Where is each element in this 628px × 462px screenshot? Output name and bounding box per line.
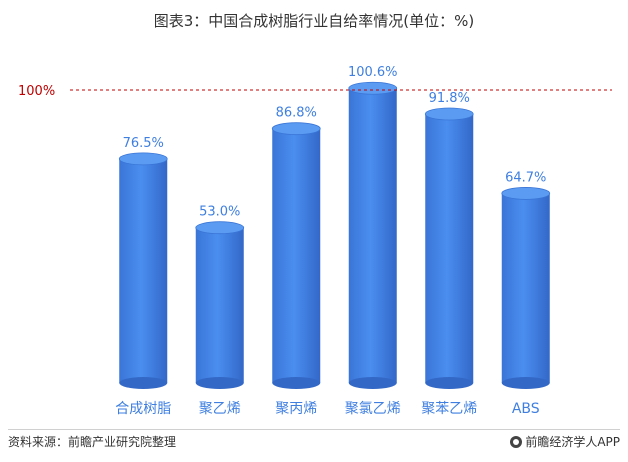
bar-1	[118, 152, 168, 389]
bar-top-cap	[271, 122, 321, 136]
category-label: 聚苯乙烯	[421, 400, 477, 417]
bar-bottom-cap	[119, 377, 168, 389]
bar-5	[424, 107, 474, 389]
value-label: 91.8%	[429, 91, 470, 106]
bar-body	[195, 227, 244, 383]
bar-3	[271, 122, 321, 389]
labels-layer: 76.5% 合成树脂 53.0% 聚乙烯 86.8% 聚丙烯 100.6% 聚氯乙烯 91.8%…	[115, 65, 546, 417]
bar-top-cap	[501, 187, 551, 200]
category-label: 聚氯乙烯	[345, 401, 401, 417]
reference-layer: 100%	[18, 84, 612, 99]
brand-text: 前瞻经济学人APP	[525, 435, 620, 449]
bar-body	[119, 158, 168, 383]
bar-bottom-cap	[195, 377, 244, 389]
source-note: 资料来源：前瞻产业研究院整理	[8, 435, 177, 449]
bar-body	[272, 128, 321, 383]
bars-layer	[118, 81, 551, 389]
bar-body	[501, 193, 550, 383]
value-label: 100.6%	[348, 65, 398, 80]
bar-6	[501, 187, 551, 389]
value-label: 64.7%	[505, 170, 546, 185]
brand-logo-icon	[510, 435, 523, 448]
brand-credit: 前瞻经济学人APP	[510, 433, 620, 450]
footer-divider	[8, 429, 620, 430]
bar-bottom-cap	[425, 377, 474, 389]
bar-top-cap	[348, 81, 398, 95]
bar-bottom-cap	[348, 377, 397, 389]
bar-2	[195, 221, 245, 389]
value-label: 86.8%	[276, 106, 317, 121]
category-label: 聚丙烯	[275, 401, 317, 417]
bar-top-cap	[195, 221, 245, 235]
bar-top-cap	[424, 107, 474, 121]
value-label: 53.0%	[199, 205, 240, 220]
category-label: ABS	[512, 401, 540, 417]
category-label: 聚乙烯	[199, 401, 241, 417]
bar-bottom-cap	[501, 377, 550, 389]
value-label: 76.5%	[123, 136, 164, 151]
category-label: 合成树脂	[115, 401, 171, 417]
bar-body	[425, 114, 474, 383]
bar-top-cap	[118, 152, 168, 166]
bar-bottom-cap	[272, 377, 321, 389]
bar-body	[348, 88, 397, 383]
chart-title: 图表3：中国合成树脂行业自给率情况(单位：%)	[153, 12, 475, 30]
reference-line-label: 100%	[18, 84, 55, 99]
bar-4	[348, 81, 398, 389]
